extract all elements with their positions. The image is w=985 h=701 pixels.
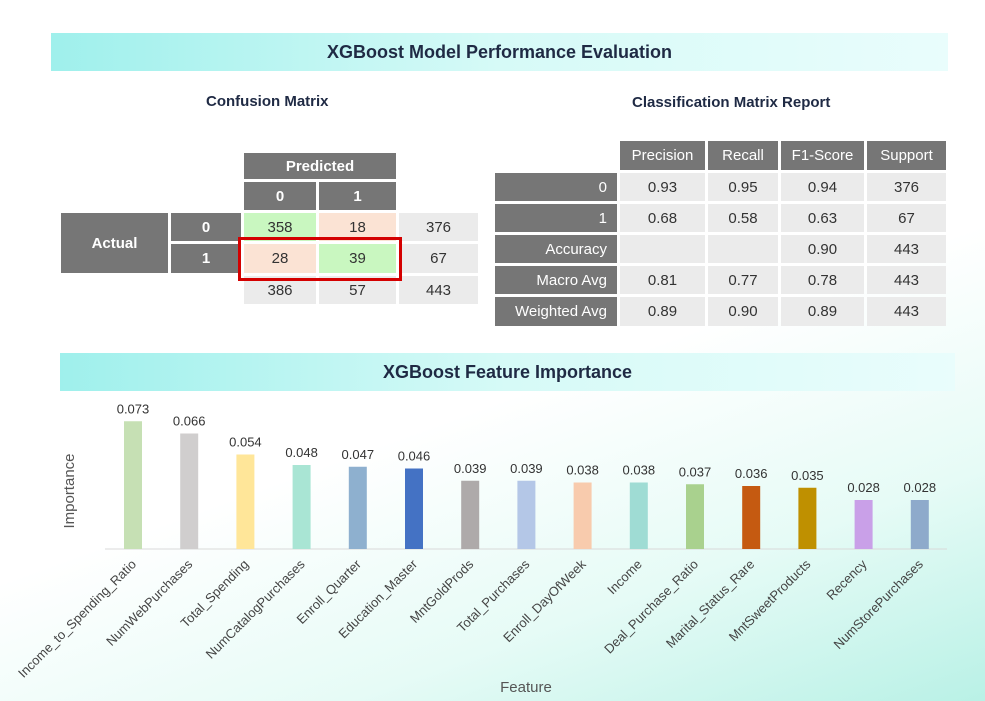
predicted-header: Predicted	[244, 153, 396, 179]
report-cell: 0.89	[620, 297, 705, 326]
bars-group: 0.073Income_to_Spending_Ratio0.066NumWeb…	[15, 401, 936, 680]
cm-false-negative: 28	[244, 244, 316, 273]
feature-importance-banner: XGBoost Feature Importance	[60, 353, 955, 391]
x-tick-label: Recency	[823, 556, 870, 603]
bar-value-label: 0.028	[904, 480, 937, 495]
cm-grand-total: 443	[399, 276, 478, 304]
report-cell: 376	[867, 173, 946, 201]
report-col-precision: Precision	[620, 141, 705, 170]
x-tick-label: Deal_Purchase_Ratio	[601, 557, 701, 657]
report-cell	[708, 235, 778, 263]
feature-importance-title: XGBoost Feature Importance	[382, 361, 633, 382]
actual-header: Actual	[61, 213, 168, 273]
bar-value-label: 0.038	[623, 463, 656, 478]
feature-importance-chart: Importance 0.073 Income_to_Spending_Ratio…	[15, 401, 947, 696]
report-row-label-macro-avg: Macro Avg	[495, 266, 617, 294]
bar-value-label: 0.036	[735, 466, 768, 481]
report-cell	[620, 235, 705, 263]
bar-income-to-spending-ratio	[124, 421, 142, 549]
bar-value-label: 0.039	[454, 461, 487, 476]
bar-value-label: 0.046	[398, 449, 431, 464]
bar-marital-status-rare	[742, 486, 761, 549]
cm-row-total-0: 376	[399, 213, 478, 241]
bar-value-label: 0.048	[285, 445, 318, 460]
bar-value-label: 0.073	[117, 401, 150, 416]
report-col-f1: F1-Score	[781, 141, 864, 170]
bar-numcatalogpurchases	[292, 465, 311, 549]
report-row-label-1: 1	[495, 204, 617, 232]
page-title-banner: XGBoost Model Performance Evaluation	[51, 33, 948, 71]
x-tick-label: Income_to_Spending_Ratio	[15, 557, 139, 681]
bar-total-spending	[236, 454, 255, 549]
report-cell: 0.68	[620, 204, 705, 232]
actual-class-0: 0	[171, 213, 241, 241]
report-cell: 0.77	[708, 266, 778, 294]
bar-value-label: 0.047	[342, 447, 375, 462]
bar-deal-purchase-ratio	[686, 484, 704, 549]
cm-row-total-1: 67	[399, 244, 478, 273]
report-cell: 0.78	[781, 266, 864, 294]
bar-mntsweetproducts	[798, 487, 817, 549]
confusion-matrix-title: Confusion Matrix	[206, 93, 329, 110]
report-cell: 0.81	[620, 266, 705, 294]
page-title: XGBoost Model Performance Evaluation	[326, 41, 673, 62]
bar-value-label: 0.066	[173, 414, 206, 429]
bar-total-purchases	[517, 480, 536, 549]
bar-recency	[854, 500, 873, 549]
report-cell: 67	[867, 204, 946, 232]
bar-value-label: 0.054	[229, 435, 262, 450]
report-cell: 443	[867, 266, 946, 294]
x-tick-label: NumCatalogPurchases	[203, 556, 308, 661]
predicted-class-0: 0	[244, 182, 316, 210]
y-axis-title: Importance	[61, 453, 78, 528]
report-cell: 0.90	[781, 235, 864, 263]
bar-enroll-dayofweek	[573, 482, 592, 549]
x-axis-title: Feature	[500, 679, 552, 696]
report-col-support: Support	[867, 141, 946, 170]
cm-true-negative: 358	[244, 213, 316, 241]
report-cell: 0.90	[708, 297, 778, 326]
bar-value-label: 0.028	[847, 480, 880, 495]
classification-report-title: Classification Matrix Report	[632, 94, 831, 111]
report-col-recall: Recall	[708, 141, 778, 170]
bar-education-master	[405, 468, 423, 549]
bar-value-label: 0.038	[566, 463, 599, 478]
highlight-box	[238, 237, 402, 281]
report-row-label-accuracy: Accuracy	[495, 235, 617, 263]
bar-enroll-quarter	[348, 466, 367, 549]
report-cell: 0.93	[620, 173, 705, 201]
bar-mntgoldprods	[461, 480, 480, 549]
report-cell: 0.63	[781, 204, 864, 232]
cm-true-positive: 39	[319, 244, 396, 273]
report-cell: 0.95	[708, 173, 778, 201]
report-cell: 0.89	[781, 297, 864, 326]
report-row-label-0: 0	[495, 173, 617, 201]
bar-numwebpurchases	[180, 433, 199, 549]
report-row-label-weighted-avg: Weighted Avg	[495, 297, 617, 326]
actual-class-1: 1	[171, 244, 241, 273]
x-tick-label: Income	[604, 557, 645, 598]
bar-value-label: 0.037	[679, 464, 712, 479]
bar-value-label: 0.035	[791, 468, 824, 483]
bar-value-label: 0.039	[510, 461, 543, 476]
bar-numstorepurchases	[910, 500, 929, 549]
report-cell: 443	[867, 235, 946, 263]
report-cell: 0.58	[708, 204, 778, 232]
report-cell: 0.94	[781, 173, 864, 201]
report-cell: 443	[867, 297, 946, 326]
cm-false-positive: 18	[319, 213, 396, 241]
predicted-class-1: 1	[319, 182, 396, 210]
bar-income	[629, 482, 648, 549]
